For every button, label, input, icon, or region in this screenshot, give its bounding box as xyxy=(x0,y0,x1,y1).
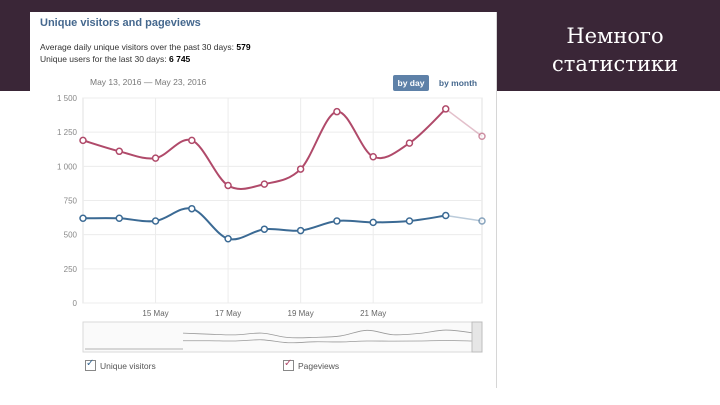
unique-visitors-point xyxy=(405,217,414,225)
pageviews-point xyxy=(188,136,196,145)
x-tick-label: 19 May xyxy=(288,309,314,318)
unique-visitors-point xyxy=(79,214,87,223)
y-tick-label: 750 xyxy=(64,197,78,206)
line-chart: 1 500 1 250 1 000 750 500 250 0 15 May 17 May 19 … xyxy=(57,94,486,353)
by-month-button[interactable]: by month xyxy=(438,78,478,88)
stats-panel: Unique visitors and pageviews Average da… xyxy=(30,12,497,388)
panel-title: Unique visitors and pageviews xyxy=(40,17,201,29)
pageviews-point xyxy=(333,107,341,116)
pageviews-point xyxy=(79,136,87,145)
unique-visitors-point xyxy=(260,225,269,233)
y-tick-label: 1 500 xyxy=(57,94,78,103)
unique-visitors-point xyxy=(115,214,124,223)
unique-visitors-point xyxy=(369,218,377,227)
pageviews-point xyxy=(296,165,305,173)
unique-users-label: Unique users for the last 30 days: xyxy=(40,54,167,64)
pageviews-point xyxy=(115,147,124,156)
avg-visitors-stat: Average daily unique visitors over the p… xyxy=(40,42,251,52)
pageviews-point xyxy=(224,181,232,190)
pageviews-point xyxy=(260,180,269,188)
slide-title: Немного статистики xyxy=(520,22,710,78)
avg-visitors-value: 579 xyxy=(236,42,251,52)
by-day-button[interactable]: by day xyxy=(393,75,429,91)
avg-visitors-label: Average daily unique visitors over the p… xyxy=(40,42,235,52)
legend-pageviews-label: Pageviews xyxy=(298,360,340,371)
y-tick-label: 500 xyxy=(64,231,78,240)
y-tick-label: 1 000 xyxy=(57,162,78,171)
y-tick-label: 0 xyxy=(73,299,78,308)
overview-handle xyxy=(471,321,483,353)
unique-visitors-overview-line xyxy=(182,339,473,344)
unique-visitors-point xyxy=(333,217,341,225)
x-tick-label: 21 May xyxy=(360,309,386,318)
unique-visitors-point xyxy=(478,217,486,225)
y-tick-label: 250 xyxy=(64,265,78,274)
pageviews-overview-line xyxy=(182,329,473,339)
pageviews-point xyxy=(405,139,414,147)
pageviews-point xyxy=(151,154,160,162)
pageviews-point xyxy=(478,132,486,141)
pageviews-point xyxy=(369,153,377,161)
unique-visitors-point xyxy=(188,204,196,213)
y-tick-label: 1 250 xyxy=(57,128,78,137)
visitors-checkbox-icon[interactable] xyxy=(85,358,96,371)
slide-title-line-2: статистики xyxy=(551,52,678,76)
unique-users-stat: Unique users for the last 30 days: 6 745 xyxy=(40,54,190,64)
pageviews-point xyxy=(441,105,450,113)
unique-visitors-point xyxy=(224,235,232,243)
date-range[interactable]: May 13, 2016 — May 23, 2016 xyxy=(90,77,207,87)
slide-title-line-1: Немного xyxy=(566,24,664,48)
x-tick-label: 15 May xyxy=(142,309,168,318)
legend-pageviews[interactable]: Pageviews xyxy=(283,358,340,371)
legend-visitors-label: Unique visitors xyxy=(100,360,156,371)
legend-unique-visitors[interactable]: Unique visitors xyxy=(85,358,156,371)
pageviews-checkbox-icon[interactable] xyxy=(283,358,294,371)
unique-users-value: 6 745 xyxy=(169,54,191,64)
unique-visitors-point xyxy=(296,226,305,235)
x-tick-label: 17 May xyxy=(215,309,241,318)
unique-visitors-point xyxy=(441,211,450,220)
unique-visitors-point xyxy=(151,217,160,225)
